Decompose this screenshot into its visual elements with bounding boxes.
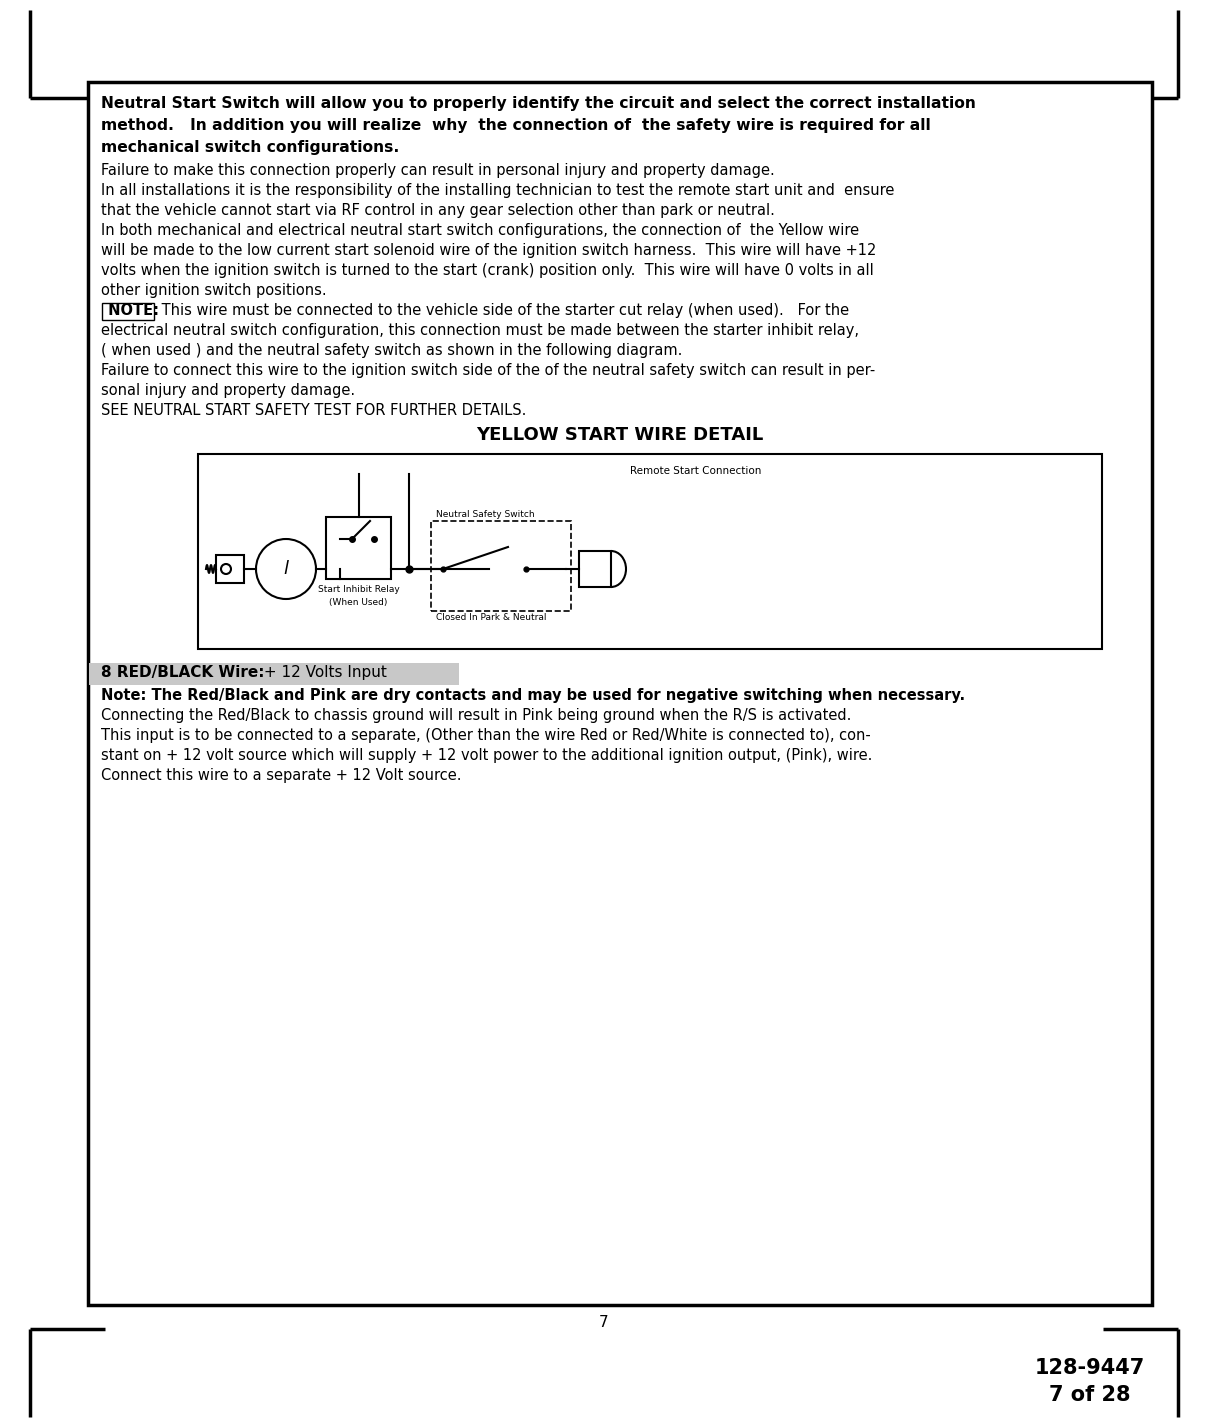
Text: Note: The Red/Black and Pink are dry contacts and may be used for negative switc: Note: The Red/Black and Pink are dry con…: [101, 688, 965, 704]
Text: + 12 Volts Input: + 12 Volts Input: [259, 665, 387, 681]
Text: Failure to connect this wire to the ignition switch side of the of the neutral s: Failure to connect this wire to the igni…: [101, 362, 876, 378]
Bar: [89, 664, 459, 685]
Text: Closed In Park & Neutral: Closed In Park & Neutral: [436, 614, 546, 622]
Text: mechanical switch configurations.: mechanical switch configurations.: [101, 140, 400, 156]
Text: other ignition switch positions.: other ignition switch positions.: [101, 283, 326, 298]
Text: 7: 7: [599, 1316, 609, 1330]
Text: 7 of 28: 7 of 28: [1050, 1386, 1131, 1406]
Text: In both mechanical and electrical neutral start switch configurations, the conne: In both mechanical and electrical neutra…: [101, 223, 859, 238]
Text: 128-9447: 128-9447: [1035, 1359, 1145, 1378]
Text: Neutral Start Switch will allow you to properly identify the circuit and select : Neutral Start Switch will allow you to p…: [101, 96, 976, 111]
Text: ( when used ) and the neutral safety switch as shown in the following diagram.: ( when used ) and the neutral safety swi…: [101, 342, 683, 358]
Bar: [101, 303, 153, 320]
Text: stant on + 12 volt source which will supply + 12 volt power to the additional ig: stant on + 12 volt source which will sup…: [101, 748, 872, 763]
Bar: [431, 521, 571, 611]
Text: Connecting the Red/Black to chassis ground will result in Pink being ground when: Connecting the Red/Black to chassis grou…: [101, 708, 852, 723]
Text: Connect this wire to a separate + 12 Volt source.: Connect this wire to a separate + 12 Vol…: [101, 768, 461, 783]
Bar: [216, 555, 244, 584]
Text: Remote Start Connection: Remote Start Connection: [629, 467, 761, 477]
Text: (When Used): (When Used): [330, 598, 388, 606]
Bar: [198, 454, 1102, 649]
Text: SEE NEUTRAL START SAFETY TEST FOR FURTHER DETAILS.: SEE NEUTRAL START SAFETY TEST FOR FURTHE…: [101, 402, 527, 418]
Text: method.   In addition you will realize  why  the connection of  the safety wire : method. In addition you will realize why…: [101, 118, 930, 133]
Text: volts when the ignition switch is turned to the start (crank) position only.  Th: volts when the ignition switch is turned…: [101, 263, 873, 278]
Text: Failure to make this connection properly can result in personal injury and prope: Failure to make this connection properly…: [101, 163, 774, 178]
Text: NOTE:: NOTE:: [103, 303, 159, 318]
Text: l: l: [284, 559, 289, 578]
Text: that the vehicle cannot start via RF control in any gear selection other than pa: that the vehicle cannot start via RF con…: [101, 203, 774, 218]
Text: sonal injury and property damage.: sonal injury and property damage.: [101, 382, 355, 398]
Text: electrical neutral switch configuration, this connection must be made between th: electrical neutral switch configuration,…: [101, 323, 859, 338]
Text: will be made to the low current start solenoid wire of the ignition switch harne: will be made to the low current start so…: [101, 243, 876, 258]
Text: In all installations it is the responsibility of the installing technician to te: In all installations it is the responsib…: [101, 183, 894, 198]
Text: Start Inhibit Relay: Start Inhibit Relay: [318, 585, 400, 594]
Text: 8 RED/BLACK Wire:: 8 RED/BLACK Wire:: [101, 665, 265, 681]
Text: This input is to be connected to a separate, (Other than the wire Red or Red/Whi: This input is to be connected to a separ…: [101, 728, 871, 743]
Text: This wire must be connected to the vehicle side of the starter cut relay (when u: This wire must be connected to the vehic…: [157, 303, 849, 318]
Bar: [579, 551, 611, 586]
Bar: [88, 81, 1152, 1306]
Bar: [326, 517, 391, 579]
Text: YELLOW START WIRE DETAIL: YELLOW START WIRE DETAIL: [476, 427, 763, 444]
Text: Neutral Safety Switch: Neutral Safety Switch: [436, 509, 535, 519]
